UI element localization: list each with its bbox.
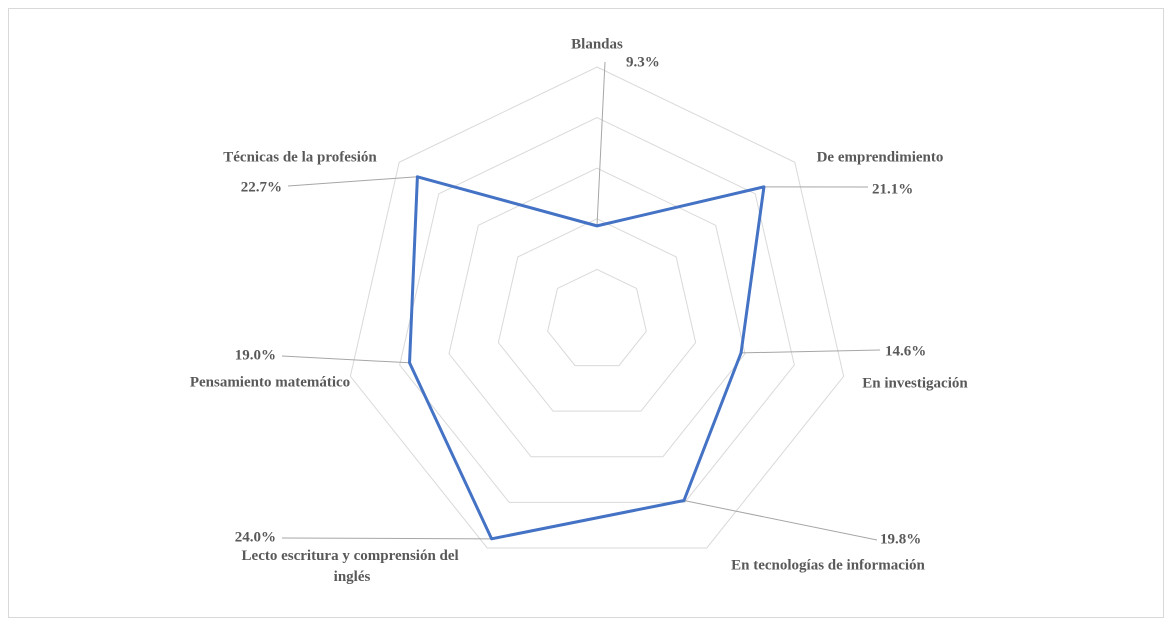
value-label: 9.3% <box>626 54 660 70</box>
leader-line <box>281 537 492 540</box>
category-label: Blandas <box>571 36 623 52</box>
value-label: 22.7% <box>241 179 282 195</box>
value-label: 19.0% <box>235 347 276 363</box>
value-label: 21.1% <box>872 181 913 197</box>
category-label: En tecnologías de información <box>731 557 925 573</box>
category-label: De emprendimiento <box>817 149 944 165</box>
category-label: Lecto escritura y comprensión del inglés <box>242 548 463 585</box>
leader-line <box>683 500 878 541</box>
category-label: Pensamiento matemático <box>190 374 350 390</box>
grid-ring <box>399 117 795 503</box>
leader-line <box>596 61 606 226</box>
grid-ring <box>497 218 697 412</box>
chart-frame <box>8 8 1164 618</box>
grid-ring <box>349 66 845 549</box>
value-label: 24.0% <box>235 529 276 545</box>
grid-ring <box>547 268 647 367</box>
leader-line <box>287 176 418 187</box>
leader-line <box>741 349 881 354</box>
value-label: 14.6% <box>885 343 926 359</box>
grid-ring <box>448 167 746 458</box>
leader-line <box>281 355 410 364</box>
category-label: En investigación <box>862 375 968 391</box>
category-label: Técnicas de la profesión <box>223 149 377 165</box>
series-line <box>408 175 766 541</box>
value-label: 19.8% <box>880 531 921 547</box>
